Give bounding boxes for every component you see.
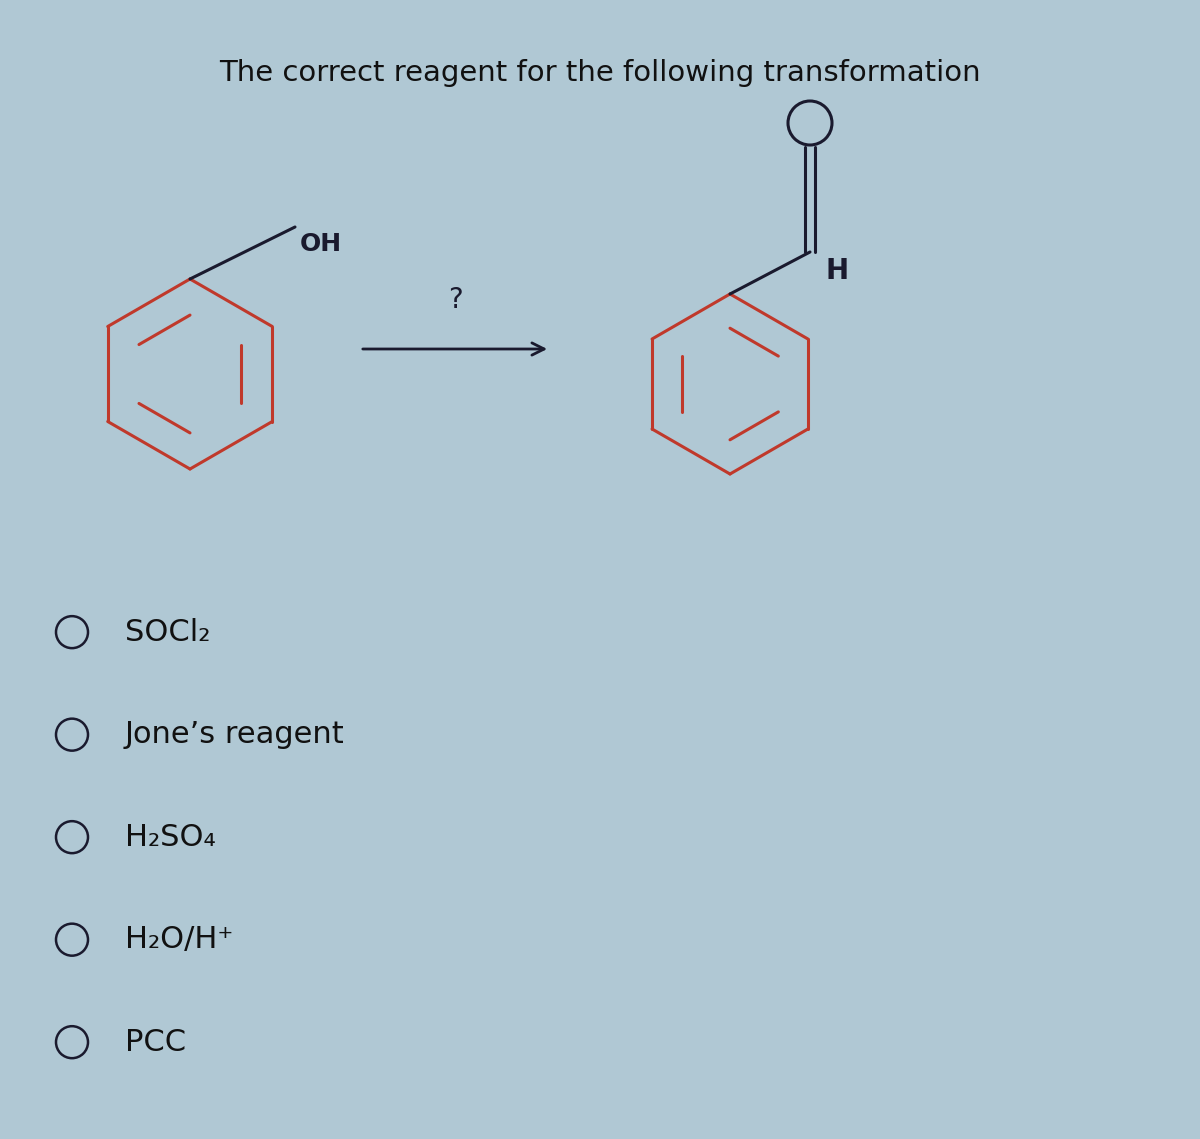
Text: OH: OH [300,232,342,256]
Text: Jone’s reagent: Jone’s reagent [125,720,344,749]
Text: H₂O/H⁺: H₂O/H⁺ [125,925,233,954]
Text: H₂SO₄: H₂SO₄ [125,822,216,852]
Text: SOCl₂: SOCl₂ [125,617,210,647]
Text: H: H [826,257,848,285]
Text: PCC: PCC [125,1027,186,1057]
Text: The correct reagent for the following transformation: The correct reagent for the following tr… [220,59,980,87]
Text: ?: ? [448,286,462,314]
